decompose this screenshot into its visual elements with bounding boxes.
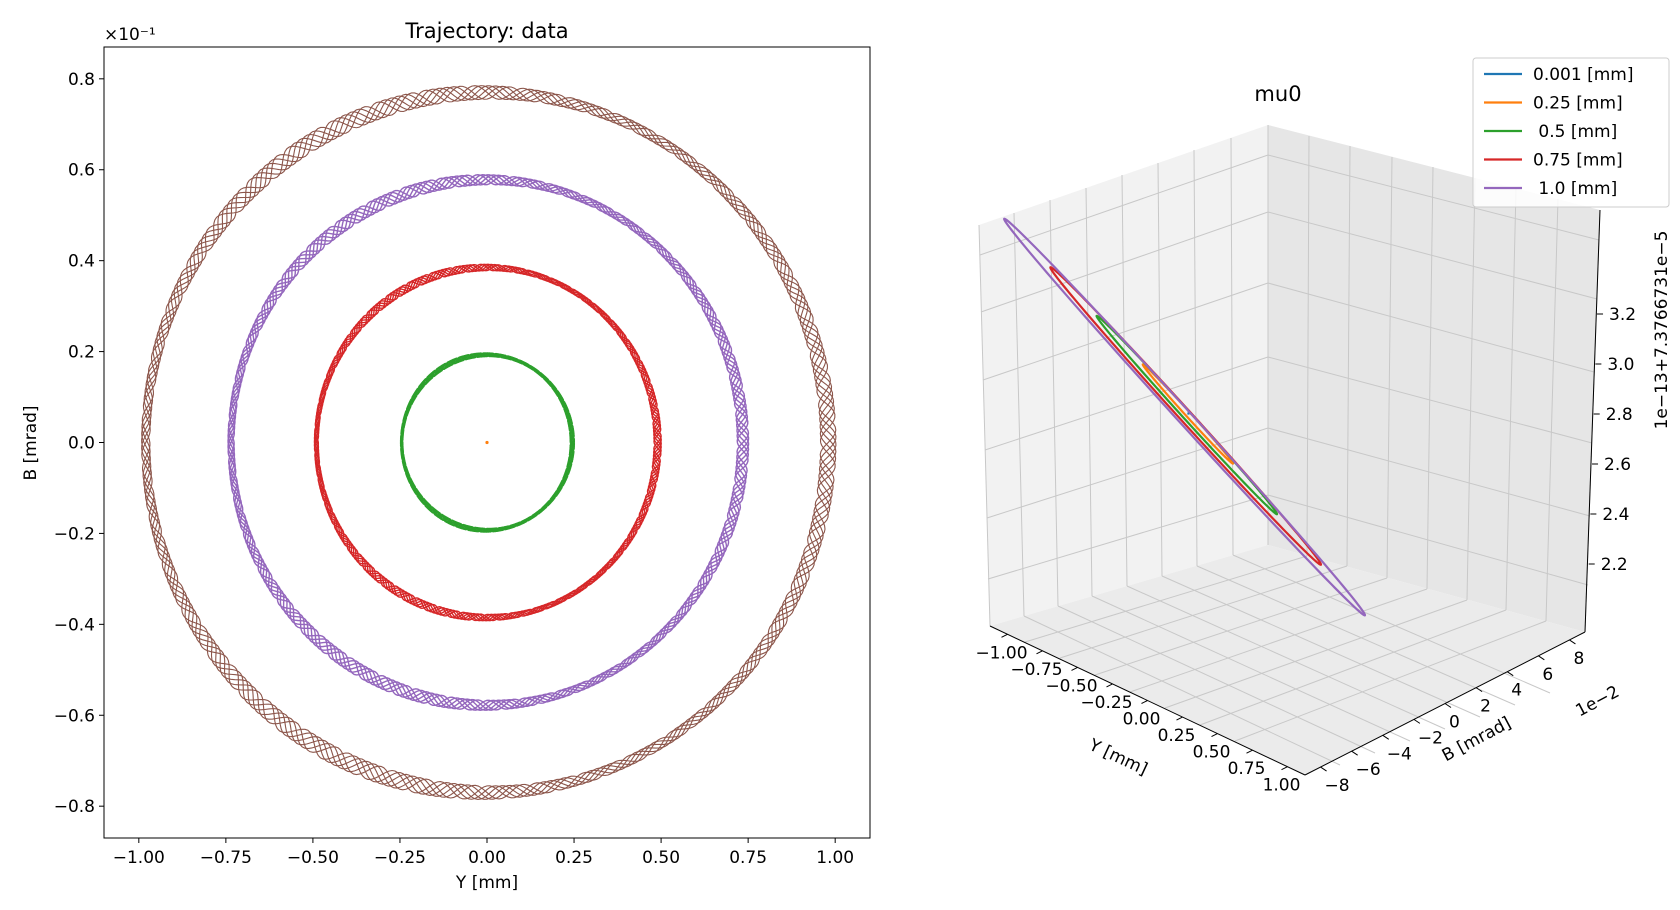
b-mrad-tick-mark — [1444, 703, 1452, 708]
y-mm-tick-mark — [1036, 650, 1043, 655]
y-tick-label: 0.0 — [68, 434, 95, 454]
trajectory-ring — [314, 263, 662, 622]
b-mrad-tick-label: 0 — [1449, 713, 1460, 733]
back-pane-right — [1268, 125, 1600, 632]
x-tick-label: −0.75 — [200, 848, 252, 868]
x-tick-label: −0.25 — [374, 848, 426, 868]
right-y-mm-axis-label: Y [mm] — [1085, 735, 1151, 780]
trajectory-ring — [141, 85, 836, 800]
y-tick-label: 0.2 — [68, 343, 95, 363]
z-tick-label: 2.4 — [1602, 505, 1629, 525]
y-mm-tick-label: 1.00 — [1263, 776, 1301, 796]
y-mm-tick-label: 0.75 — [1228, 759, 1266, 779]
left-chart-title: Trajectory: data — [404, 19, 568, 43]
b-axis-offset-label: 1e−2 — [1572, 682, 1622, 721]
b-mrad-tick-label: 8 — [1573, 649, 1584, 669]
y-tick-label: −0.4 — [54, 615, 95, 635]
b-mrad-tick-mark — [1382, 734, 1390, 740]
trajectory-point — [485, 440, 489, 445]
y-mm-tick-label: −0.25 — [1080, 693, 1132, 713]
y-mm-tick-mark — [1176, 716, 1183, 721]
z-tick-label: 2.6 — [1604, 455, 1631, 475]
y-tick-label: 0.4 — [68, 252, 95, 272]
b-mrad-tick-mark — [1506, 671, 1514, 677]
y-mm-tick-mark — [1211, 733, 1218, 738]
b-mrad-tick-label: −8 — [1325, 776, 1350, 796]
y-mm-axis-ticks: −1.00−0.75−0.50−0.250.000.250.500.751.00 — [975, 633, 1301, 796]
legend-label: 0.001 [mm] — [1533, 65, 1633, 85]
y-mm-tick-label: −0.50 — [1045, 676, 1097, 696]
mu0-3d-chart: mu0 — [975, 57, 1672, 796]
z-tick-label: 2.2 — [1601, 555, 1628, 575]
b-mrad-tick-label: −4 — [1387, 744, 1412, 764]
b-mrad-tick-label: −6 — [1356, 760, 1381, 780]
y-scale-offset-label: ×10⁻¹ — [104, 25, 156, 45]
legend-box — [1472, 57, 1670, 208]
trajectory-ring — [141, 85, 837, 800]
trajectory-ring — [141, 85, 837, 800]
y-tick-label: −0.2 — [54, 524, 95, 544]
mu0-series — [1003, 217, 1367, 617]
z-tick-label: 2.8 — [1606, 405, 1633, 425]
b-mrad-tick-mark — [1538, 655, 1545, 661]
b-mrad-tick-mark — [1475, 687, 1483, 693]
y-mm-tick-label: −1.00 — [975, 643, 1027, 663]
z-tick-label: 3.2 — [1609, 305, 1636, 325]
y-tick-label: −0.6 — [54, 706, 95, 726]
z-tick-label: 3.0 — [1607, 355, 1634, 375]
x-tick-label: 0.50 — [642, 848, 680, 868]
b-mrad-tick-mark — [1320, 766, 1327, 772]
y-mm-tick-label: 0.25 — [1158, 726, 1196, 746]
b-mrad-tick-label: −2 — [1418, 728, 1443, 748]
x-tick-label: 0.00 — [468, 848, 506, 868]
floor-pane — [990, 545, 1585, 775]
y-tick-label: 0.6 — [68, 161, 95, 181]
y-mm-tick-mark — [1141, 700, 1148, 704]
legend-label: 0.5 [mm] — [1533, 122, 1617, 142]
mu0-ellipse — [1003, 217, 1367, 617]
x-tick-label: −0.50 — [287, 848, 339, 868]
legend-label: 0.25 [mm] — [1533, 94, 1623, 114]
b-mrad-tick-mark — [1351, 750, 1358, 756]
x-tick-label: 1.00 — [816, 848, 854, 868]
b-mrad-tick-label: 2 — [1480, 697, 1491, 717]
y-mm-tick-mark — [1106, 683, 1113, 688]
trajectory-ring — [227, 174, 750, 711]
right-chart-title: mu0 — [1254, 82, 1301, 106]
legend-label: 1.0 [mm] — [1533, 179, 1617, 199]
y-mm-tick-mark — [1001, 633, 1008, 638]
x-axis-label: Y [mm] — [455, 873, 518, 893]
y-mm-tick-label: −0.75 — [1010, 660, 1062, 680]
grid-lines — [978, 125, 1601, 766]
x-axis-ticks: −1.00 −0.75 −0.50 −0.25 0.00 0.25 0.50 0.75 1.00 — [113, 838, 854, 868]
y-mm-tick-label: 0.00 — [1123, 710, 1161, 730]
y-axis-ticks: −0.8 −0.6 −0.4 −0.2 0.0 0.2 0.4 0.6 0.8 — [54, 70, 104, 817]
b-mrad-tick-mark — [1413, 718, 1421, 724]
trajectory-chart: Trajectory: data ×10⁻¹ −1.00 −0.75 −0.50 −0… — [21, 19, 871, 893]
x-tick-label: 0.75 — [729, 848, 767, 868]
trajectory-ring — [400, 352, 575, 533]
y-mm-tick-mark — [1071, 666, 1078, 671]
y-mm-tick-mark — [1246, 749, 1253, 754]
legend: 0.001 [mm] 0.25 [mm] 0.5 [mm] 0.75 [mm] 1.… — [1472, 57, 1670, 208]
y-mm-tick-label: 0.50 — [1193, 743, 1231, 763]
y-mm-tick-mark — [1281, 766, 1288, 771]
y-tick-label: −0.8 — [54, 797, 95, 817]
b-mrad-tick-label: 6 — [1542, 665, 1553, 685]
b-mrad-tick-mark — [1569, 639, 1576, 645]
z-axis-offset-label: 1e−13+7.3766731e−5 — [1652, 231, 1672, 430]
x-tick-label: 0.25 — [555, 848, 593, 868]
b-mrad-tick-label: 4 — [1511, 681, 1522, 701]
y-axis-label: B [mrad] — [21, 405, 41, 480]
y-tick-label: 0.8 — [68, 70, 95, 90]
trajectory-ring — [227, 174, 749, 711]
z-axis-ticks: 2.2 2.4 2.6 2.8 3.0 3.2 — [1588, 305, 1636, 575]
legend-label: 0.75 [mm] — [1533, 151, 1623, 171]
x-tick-label: −1.00 — [113, 848, 165, 868]
trajectory-rings — [141, 85, 837, 800]
